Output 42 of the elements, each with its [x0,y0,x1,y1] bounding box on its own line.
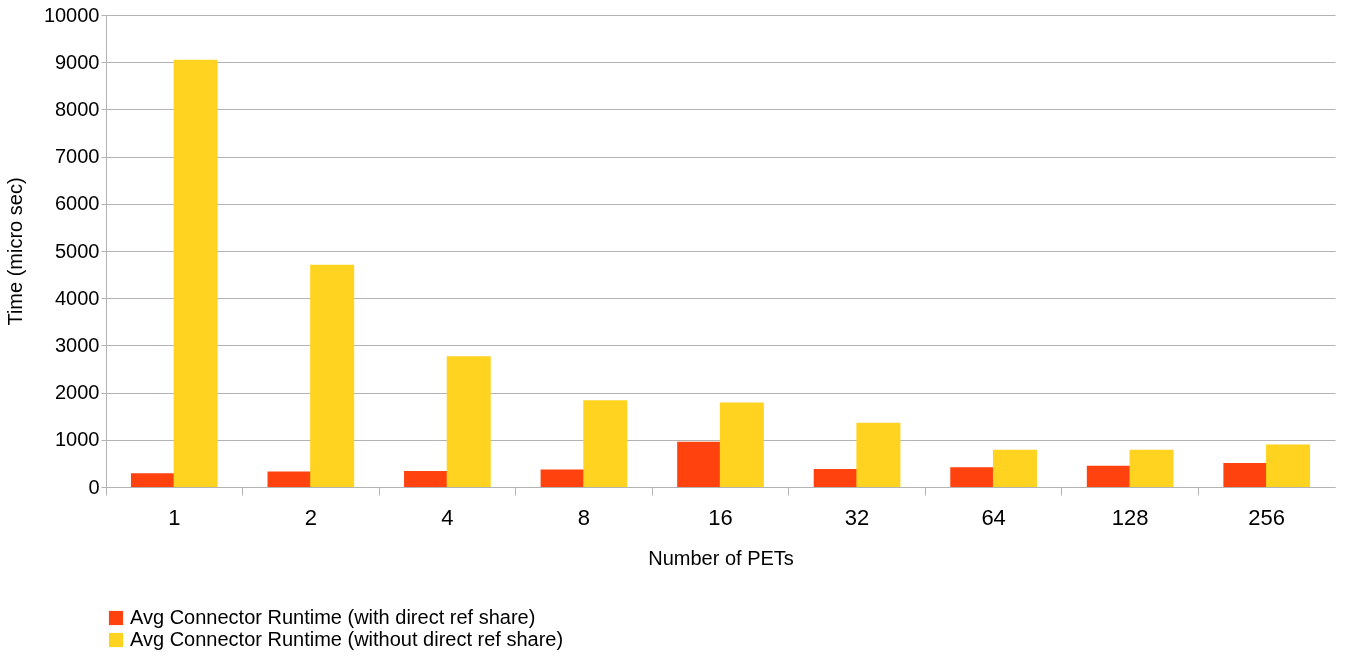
bar [267,471,312,487]
y-tick-label: 1000 [55,428,100,451]
bar [583,400,628,487]
y-tick-label: 3000 [55,333,100,356]
x-tick-label: 1 [168,504,181,530]
x-tick-label: 4 [441,504,454,530]
bar [719,402,764,487]
bar [130,473,175,487]
bar [446,356,491,487]
y-tick-label: 4000 [55,286,100,309]
y-tick-label: 9000 [55,50,100,73]
legend-label: Avg Connector Runtime (with direct ref share) [130,606,536,628]
x-tick-label: 8 [577,504,591,530]
bar [173,59,218,487]
x-axis-title: Number of PETs [648,546,794,569]
bar [813,469,858,487]
y-tick-label: 2000 [55,381,100,404]
y-tick-label: 8000 [55,97,100,120]
y-tick-label: 10000 [43,3,100,26]
x-tick-label: 64 [981,504,1006,530]
x-tick-label: 16 [708,504,733,530]
bar [404,470,449,487]
x-tick-label: 128 [1111,504,1149,530]
bar [677,441,722,487]
bar [1266,444,1311,487]
bar [310,264,355,487]
bar [1129,449,1174,487]
bar [856,422,901,487]
bar [1086,465,1131,487]
y-axis-title: Time (micro sec) [3,177,26,326]
x-tick-label: 256 [1248,504,1286,530]
x-tick-label: 2 [304,504,317,530]
y-tick-label: 6000 [55,192,100,215]
y-tick-label: 5000 [55,239,100,262]
y-tick-label: 0 [88,475,100,498]
bar [540,469,585,487]
bar [950,467,995,487]
y-tick-label: 7000 [55,145,100,168]
bar [1223,462,1268,487]
legend-label: Avg Connector Runtime (without direct ref share) [130,628,564,650]
x-tick-label: 32 [844,504,870,530]
bar [992,449,1037,487]
